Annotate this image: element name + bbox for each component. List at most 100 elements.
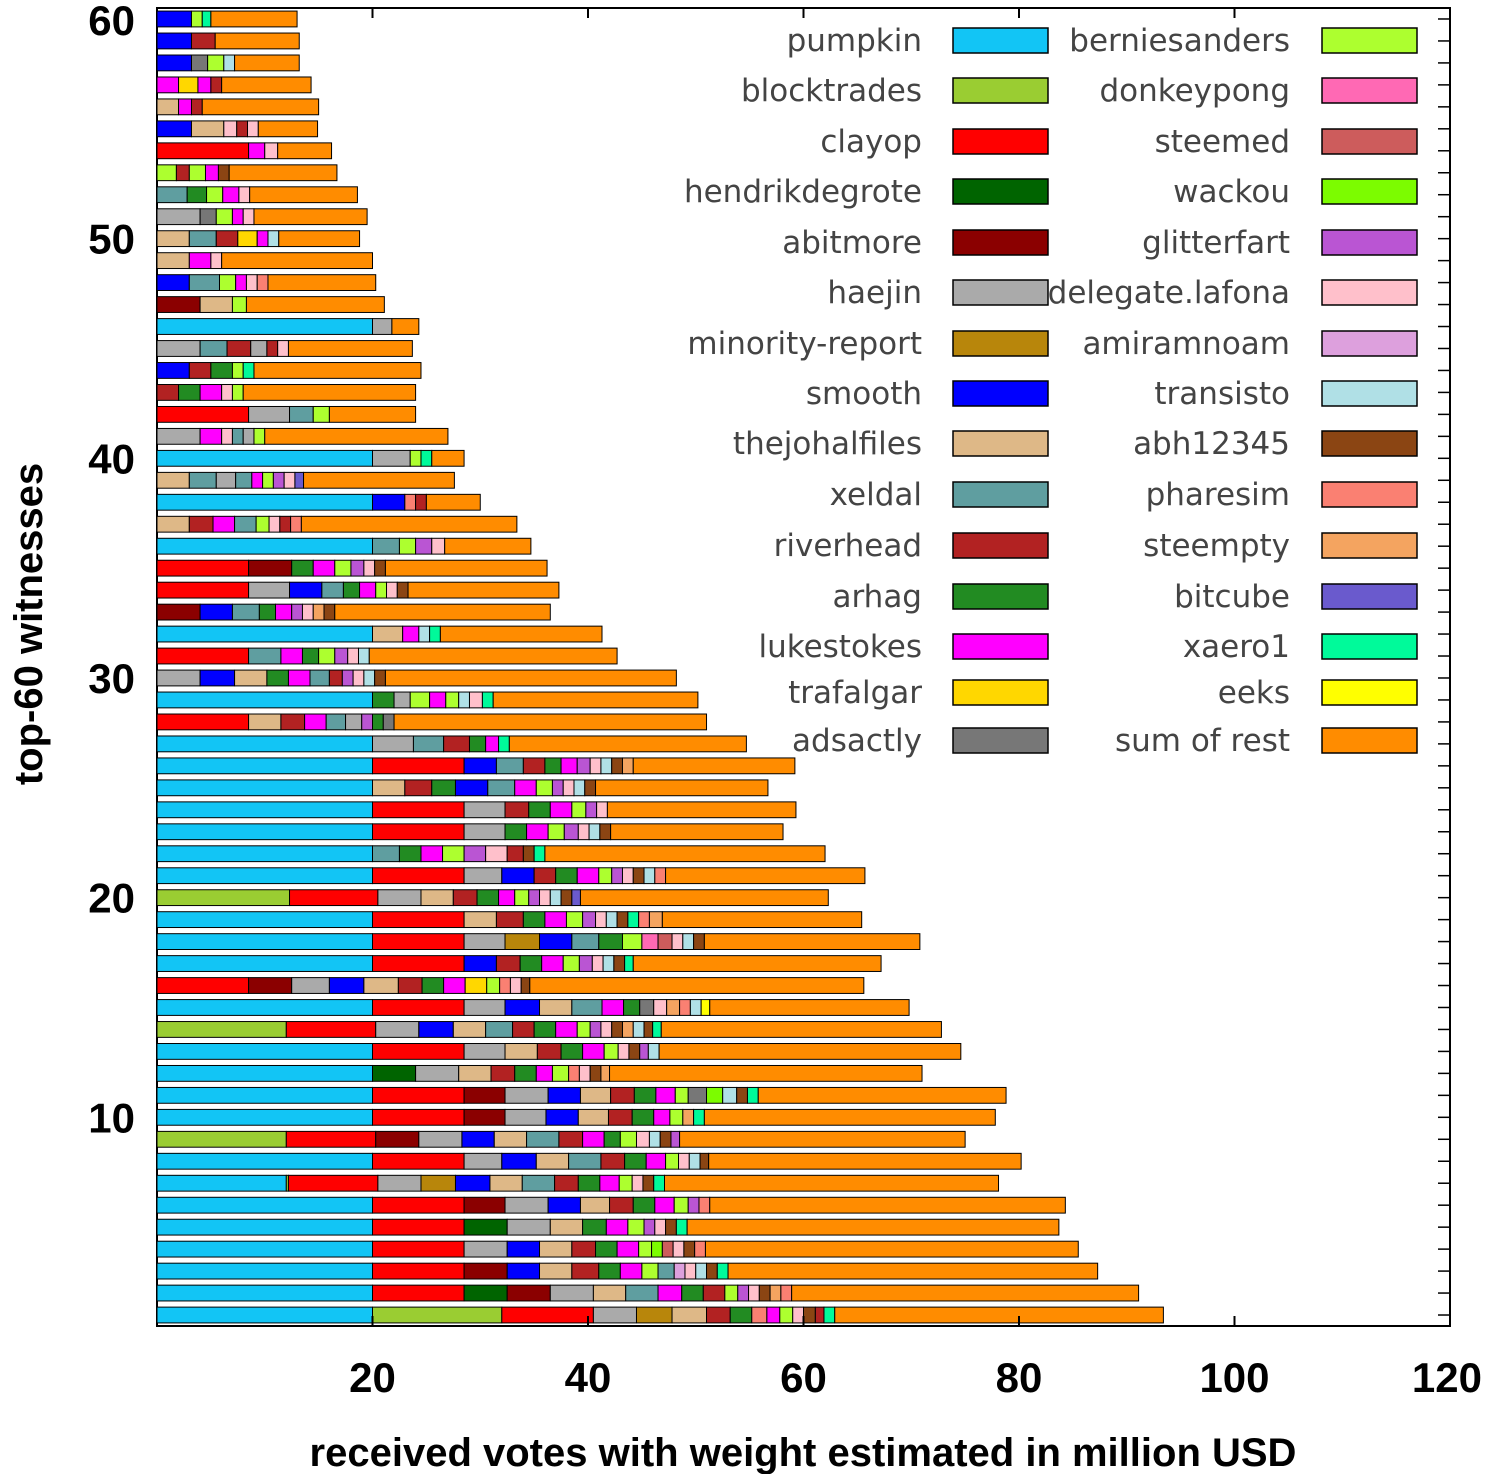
bar-segment-w55-3 — [236, 120, 249, 138]
bar-segment-w16-5 — [397, 977, 423, 994]
bar-segment-w20-9 — [539, 889, 551, 907]
bar-segment-w25-4 — [454, 779, 489, 797]
legend-label-28: eeks — [1218, 675, 1290, 711]
bar-segment-w34-8 — [396, 581, 409, 599]
bar-segment-w58-2 — [207, 54, 225, 72]
bar-segment-w17-10 — [613, 955, 626, 972]
bar-segment-w2-2 — [463, 1284, 508, 1302]
bar-segment-w10-9 — [669, 1108, 684, 1126]
bar-segment-w40-2 — [409, 449, 422, 467]
legend-label-2: clayop — [820, 124, 922, 160]
bar-segment-w47-2 — [231, 296, 247, 313]
bar-segment-w7-14 — [653, 1174, 666, 1192]
bar-segment-w60-0 — [156, 10, 192, 28]
bar-segment-w19-2 — [463, 911, 497, 929]
x-tick-label-60: 60 — [780, 1354, 827, 1401]
bar-segment-w16-0 — [156, 977, 250, 994]
bar-segment-w18-5 — [571, 933, 600, 950]
bar-segment-w1-11 — [792, 1306, 804, 1324]
bar-segment-w32-0 — [156, 625, 373, 643]
bar-segment-w55-0 — [156, 120, 192, 138]
bar-segment-w51-2 — [215, 208, 233, 226]
bar-segment-w16-1 — [248, 977, 293, 994]
bar-segment-w11-8 — [655, 1086, 676, 1104]
bar-segment-w6-8 — [654, 1196, 675, 1214]
bar-segment-w39-0 — [156, 471, 190, 489]
bar-segment-w28-3 — [304, 713, 327, 731]
legend-label-17: steemed — [1155, 124, 1290, 160]
bar-segment-w30-4 — [287, 669, 311, 687]
bar-segment-w20-5 — [476, 889, 500, 907]
bar-segment-w10-11 — [693, 1108, 705, 1126]
bar-segment-w47-1 — [199, 296, 233, 313]
bar-segment-w15-3 — [504, 999, 541, 1016]
bar-segment-w21-11 — [643, 867, 656, 885]
bar-segment-w42-2 — [289, 405, 314, 423]
bar-segment-w13-12 — [658, 1043, 962, 1060]
bar-segment-w8-4 — [535, 1152, 570, 1170]
bar-segment-w25-6 — [514, 779, 537, 797]
bar-segment-w2-0 — [156, 1284, 373, 1302]
bar-segment-w10-1 — [372, 1108, 465, 1126]
bar-segment-w12-4 — [490, 1064, 516, 1082]
bar-segment-w9-11 — [635, 1130, 650, 1148]
bar-segment-w29-2 — [393, 691, 411, 709]
bar-segment-w37-2 — [212, 515, 236, 533]
bar-segment-w44-5 — [253, 362, 422, 379]
bar-segment-w16-7 — [443, 977, 466, 994]
bar-segment-w45-1 — [199, 340, 228, 357]
bar-segment-w19-3 — [495, 911, 524, 929]
bar-segment-w3-3 — [506, 1262, 541, 1280]
bar-segment-w26-11 — [621, 757, 634, 775]
bar-segment-w3-0 — [156, 1262, 373, 1280]
bar-segment-w45-6 — [287, 340, 413, 357]
bar-segment-w41-5 — [253, 427, 266, 445]
bar-segment-w53-1 — [175, 164, 190, 182]
bar-segment-w35-7 — [374, 559, 386, 577]
bar-segment-w25-5 — [487, 779, 516, 797]
bar-segment-w56-0 — [156, 98, 180, 116]
bar-segment-w17-4 — [519, 955, 543, 972]
legend-label-5: haejin — [827, 275, 922, 311]
legend-label-7: smooth — [806, 376, 922, 412]
bar-segment-w23-9 — [599, 823, 612, 841]
bar-segment-w28-4 — [325, 713, 347, 731]
bar-segment-w16-3 — [328, 977, 365, 994]
legend-label-27: xaero1 — [1183, 629, 1290, 665]
legend-label-22: transisto — [1154, 376, 1290, 412]
bar-segment-w14-3 — [418, 1021, 454, 1038]
bar-segment-w20-11 — [560, 889, 573, 907]
bar-segment-w37-3 — [234, 515, 257, 533]
bar-segment-w2-9 — [702, 1284, 726, 1302]
bar-segment-w40-4 — [431, 449, 465, 467]
bar-segment-w55-1 — [190, 120, 225, 138]
bar-segment-w25-2 — [404, 779, 433, 797]
bar-segment-w14-12 — [611, 1021, 623, 1038]
y-axis-label: top-60 witnesses — [7, 463, 51, 785]
bar-segment-w56-2 — [190, 98, 203, 116]
legend-label-12: lukestokes — [758, 629, 922, 665]
bar-segment-w17-8 — [591, 955, 604, 972]
bar-segment-w23-3 — [504, 823, 528, 841]
bar-segment-w22-8 — [522, 845, 535, 863]
bar-segment-w9-9 — [603, 1130, 621, 1148]
bar-segment-w27-4 — [468, 735, 487, 753]
legend-swatch-7 — [952, 380, 1049, 407]
bar-segment-w2-10 — [724, 1284, 739, 1302]
bar-segment-w18-3 — [504, 933, 541, 950]
y-tick-label-30: 30 — [88, 655, 135, 702]
bar-segment-w59-0 — [156, 32, 192, 50]
bar-segment-w16-10 — [499, 977, 511, 994]
legend-swatch-8 — [952, 430, 1049, 457]
bar-segment-w43-1 — [178, 384, 201, 401]
bar-segment-w9-14 — [670, 1130, 681, 1148]
bar-segment-w8-11 — [688, 1152, 701, 1170]
bar-segment-w20-1 — [289, 889, 379, 907]
legend-swatch-16 — [1321, 77, 1418, 104]
bar-segment-w4-14 — [704, 1240, 1079, 1258]
bar-segment-w22-5 — [463, 845, 487, 863]
bar-segment-w26-6 — [560, 757, 578, 775]
bar-segment-w20-13 — [579, 889, 829, 907]
bar-segment-w45-4 — [266, 340, 279, 357]
bar-segment-w14-8 — [555, 1021, 578, 1038]
